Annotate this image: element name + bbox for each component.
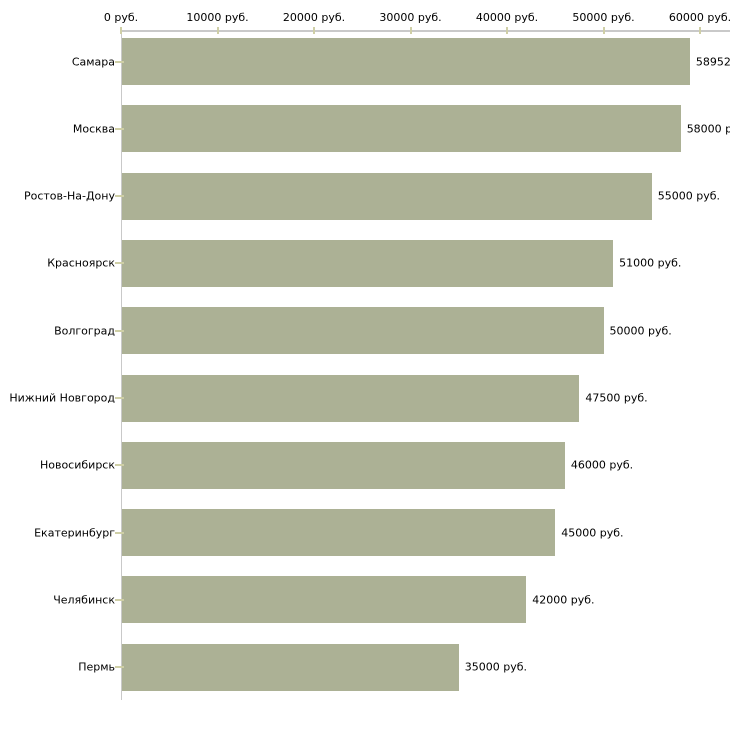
value-label: 46000 руб. bbox=[570, 458, 634, 472]
y-axis-tick bbox=[115, 666, 124, 669]
value-label: 45000 руб. bbox=[561, 526, 624, 540]
x-axis-tick-label: 10000 руб. bbox=[186, 11, 249, 24]
y-axis-line bbox=[121, 31, 122, 700]
x-axis-tick-label: 60000 руб. bbox=[668, 11, 730, 24]
x-axis-tick bbox=[120, 27, 122, 34]
category-label: Челябинск bbox=[53, 593, 115, 607]
x-axis-tick-label: 50000 руб. bbox=[572, 11, 635, 24]
value-label: 55000 руб. bbox=[657, 189, 721, 203]
bar bbox=[122, 172, 652, 220]
value-label: 47500 руб. bbox=[585, 391, 648, 405]
y-axis-tick bbox=[115, 262, 124, 265]
bar bbox=[122, 643, 459, 691]
bar bbox=[122, 374, 580, 422]
value-label: 50000 руб. bbox=[609, 324, 672, 338]
value-label: 35000 руб. bbox=[464, 660, 528, 674]
y-axis-tick bbox=[115, 329, 124, 332]
x-axis-line bbox=[121, 30, 730, 32]
category-label: Ростов-На-Дону bbox=[23, 189, 115, 203]
x-axis-tick bbox=[699, 27, 701, 34]
bar bbox=[122, 105, 681, 153]
y-axis-tick bbox=[115, 127, 124, 130]
category-label: Красноярск bbox=[47, 256, 115, 270]
bar bbox=[122, 307, 604, 355]
y-axis-tick bbox=[115, 60, 124, 63]
category-label: Самара bbox=[71, 55, 115, 68]
bar bbox=[122, 509, 556, 557]
x-axis-tick-label: 40000 руб. bbox=[475, 11, 539, 24]
y-axis-tick bbox=[115, 464, 124, 467]
bar bbox=[122, 239, 614, 287]
y-axis-tick bbox=[115, 397, 124, 399]
x-axis-tick-label: 0 руб. bbox=[103, 11, 139, 24]
bar bbox=[122, 576, 527, 624]
x-axis-tick bbox=[216, 27, 219, 34]
category-label: Москва bbox=[72, 122, 115, 136]
bar bbox=[122, 441, 565, 489]
category-label: Пермь bbox=[78, 660, 115, 674]
value-label: 51000 руб. bbox=[619, 256, 682, 270]
x-axis-tick-label: 20000 руб. bbox=[282, 11, 346, 24]
x-axis-tick-label: 30000 руб. bbox=[379, 11, 442, 24]
x-axis-tick bbox=[409, 27, 412, 34]
y-axis-tick bbox=[115, 531, 124, 534]
x-axis-tick bbox=[313, 27, 315, 34]
category-label: Екатеринбург bbox=[34, 526, 115, 540]
x-axis-tick bbox=[602, 27, 605, 34]
value-label: 58952 bbox=[695, 55, 730, 68]
value-label: 42000 руб. bbox=[532, 593, 595, 607]
category-label: Новосибирск bbox=[39, 458, 115, 472]
x-axis-tick bbox=[506, 27, 508, 34]
y-axis-tick bbox=[115, 598, 124, 601]
category-label: Нижний Новгород bbox=[9, 391, 115, 405]
y-axis-tick bbox=[115, 195, 124, 198]
bar bbox=[122, 38, 690, 85]
category-label: Волгоград bbox=[54, 324, 115, 338]
value-label: 58000 р bbox=[686, 122, 730, 136]
